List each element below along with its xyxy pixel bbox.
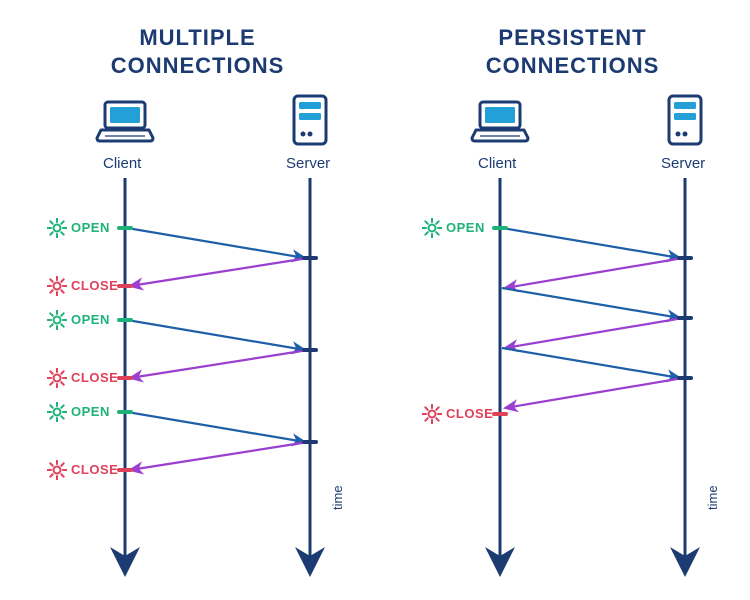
open-icon	[422, 218, 442, 243]
time-label: time	[705, 485, 720, 510]
response-arrow	[130, 442, 308, 470]
close-label: CLOSE	[446, 406, 493, 421]
close-label: CLOSE	[71, 370, 118, 385]
open-label: OPEN	[71, 404, 110, 419]
request-arrow	[127, 320, 305, 350]
close-icon	[47, 276, 67, 301]
response-arrow	[505, 378, 683, 408]
close-icon	[47, 368, 67, 393]
close-label: CLOSE	[71, 462, 118, 477]
response-arrow	[130, 350, 308, 378]
time-label: time	[330, 485, 345, 510]
open-icon	[47, 310, 67, 335]
open-label: OPEN	[71, 312, 110, 327]
request-arrow	[502, 228, 680, 258]
sequence-svg	[395, 0, 750, 600]
open-label: OPEN	[71, 220, 110, 235]
open-icon	[47, 402, 67, 427]
close-label: CLOSE	[71, 278, 118, 293]
response-arrow	[505, 318, 683, 348]
panel-multiple-connections: MULTIPLE CONNECTIONS ClientServer OPEN C…	[20, 0, 375, 600]
sequence-svg	[20, 0, 375, 600]
request-arrow	[502, 288, 680, 318]
diagram-canvas: MULTIPLE CONNECTIONS ClientServer OPEN C…	[0, 0, 750, 600]
request-arrow	[502, 348, 680, 378]
close-icon	[422, 404, 442, 429]
request-arrow	[127, 412, 305, 442]
open-icon	[47, 218, 67, 243]
response-arrow	[505, 258, 683, 288]
open-label: OPEN	[446, 220, 485, 235]
panel-persistent-connections: PERSISTENT CONNECTIONS ClientServer OPEN…	[395, 0, 750, 600]
request-arrow	[127, 228, 305, 258]
response-arrow	[130, 258, 308, 286]
close-icon	[47, 460, 67, 485]
